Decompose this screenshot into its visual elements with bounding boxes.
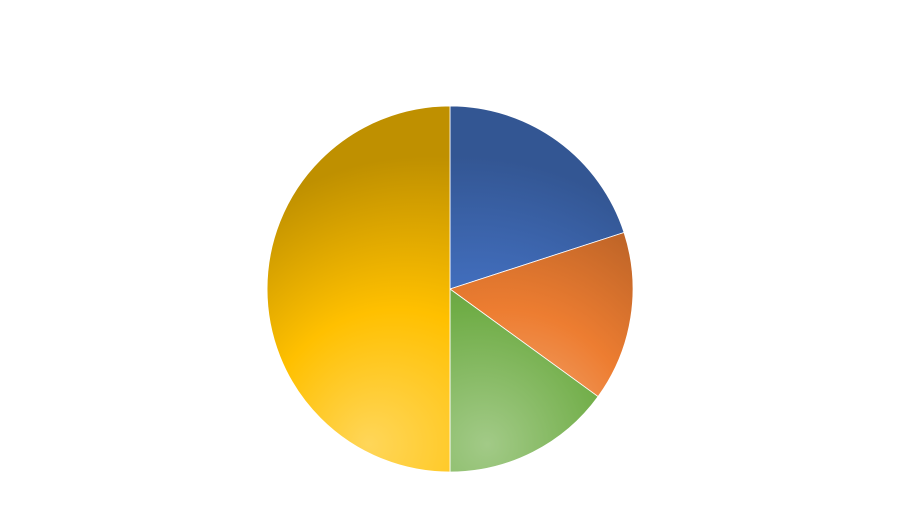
pie-slice-3	[449, 288, 599, 473]
pie-slice-2	[449, 231, 634, 398]
pie-slice-1	[449, 105, 625, 290]
pie-slices	[266, 105, 634, 473]
pie-slice-4	[266, 105, 451, 473]
